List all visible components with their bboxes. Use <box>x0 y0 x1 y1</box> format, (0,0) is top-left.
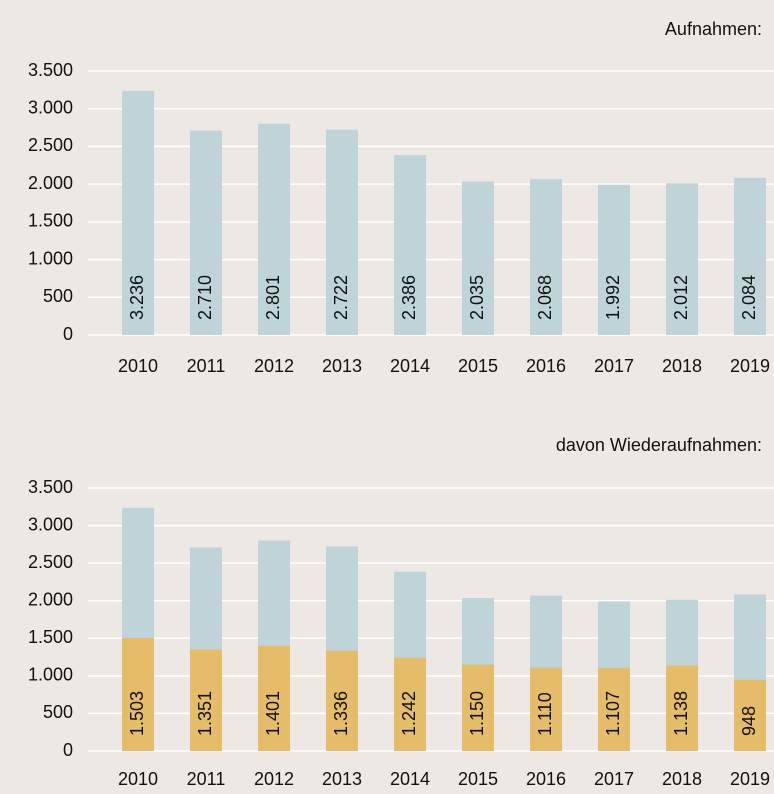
value-label: 2.801 <box>263 275 283 320</box>
bar <box>326 650 358 751</box>
value-label: 1.351 <box>195 691 215 736</box>
bar <box>122 638 154 751</box>
y-tick-label: 2.500 <box>28 552 73 572</box>
x-tick-label: 2011 <box>187 356 226 376</box>
bar <box>666 183 698 335</box>
value-label: 1.138 <box>671 691 691 736</box>
x-tick-label: 2016 <box>526 356 566 376</box>
value-label: 2.722 <box>331 275 351 320</box>
value-label: 2.035 <box>467 275 487 320</box>
y-tick-label: 0 <box>63 324 73 344</box>
bar <box>530 179 562 335</box>
x-tick-label: 2012 <box>254 356 294 376</box>
value-label: 1.503 <box>127 691 147 736</box>
y-tick-label: 2.500 <box>28 135 73 155</box>
bar <box>666 665 698 751</box>
x-tick-label: 2019 <box>730 356 770 376</box>
y-tick-label: 3.500 <box>28 60 73 80</box>
y-tick-label: 1.000 <box>28 248 73 268</box>
value-label: 3.236 <box>127 275 147 320</box>
x-tick-label: 2011 <box>187 769 226 789</box>
x-tick-label: 2018 <box>662 769 702 789</box>
y-tick-label: 2.000 <box>28 173 73 193</box>
value-label: 1.242 <box>399 691 419 736</box>
value-label: 2.386 <box>399 275 419 320</box>
value-label: 2.068 <box>535 275 555 320</box>
value-label: 1.107 <box>603 691 623 736</box>
bar <box>394 155 426 335</box>
bar <box>190 649 222 751</box>
x-tick-label: 2014 <box>390 769 430 789</box>
x-tick-label: 2017 <box>594 769 634 789</box>
y-tick-label: 2.000 <box>28 589 73 609</box>
bar <box>122 90 154 335</box>
x-tick-label: 2010 <box>118 769 158 789</box>
chart-title: Aufnahmen: <box>665 19 762 39</box>
x-tick-label: 2019 <box>730 769 770 789</box>
bar <box>530 667 562 751</box>
y-tick-label: 3.500 <box>28 477 73 497</box>
bar <box>394 657 426 751</box>
value-label: 2.710 <box>195 275 215 320</box>
x-tick-label: 2013 <box>322 356 362 376</box>
x-tick-label: 2014 <box>390 356 430 376</box>
value-label: 1.401 <box>263 691 283 736</box>
x-tick-label: 2013 <box>322 769 362 789</box>
bar <box>462 664 494 751</box>
value-label: 2.012 <box>671 275 691 320</box>
x-tick-label: 2012 <box>254 769 294 789</box>
x-tick-label: 2015 <box>458 769 498 789</box>
bar <box>258 123 290 335</box>
y-tick-label: 1.500 <box>28 211 73 231</box>
value-label: 1.150 <box>467 691 487 736</box>
bar <box>190 130 222 335</box>
value-label: 1.110 <box>535 692 555 736</box>
bar <box>326 129 358 335</box>
value-label: 2.084 <box>739 275 759 320</box>
x-tick-label: 2016 <box>526 769 566 789</box>
bar <box>734 679 766 751</box>
bar <box>462 181 494 335</box>
bar <box>598 667 630 751</box>
value-label: 948 <box>739 706 759 736</box>
y-tick-label: 3.000 <box>28 97 73 117</box>
bar <box>734 177 766 335</box>
bar <box>258 645 290 751</box>
value-label: 1.992 <box>603 275 623 320</box>
value-label: 1.336 <box>331 691 351 736</box>
y-tick-label: 1.000 <box>28 665 73 685</box>
x-tick-label: 2018 <box>662 356 702 376</box>
x-tick-label: 2010 <box>118 356 158 376</box>
y-tick-label: 1.500 <box>28 627 73 647</box>
chart-title: davon Wiederaufnahmen: <box>556 435 762 455</box>
bar <box>598 184 630 335</box>
x-tick-label: 2017 <box>594 356 634 376</box>
y-tick-label: 3.000 <box>28 514 73 534</box>
y-tick-label: 0 <box>63 740 73 760</box>
x-tick-label: 2015 <box>458 356 498 376</box>
y-tick-label: 500 <box>43 286 73 306</box>
y-tick-label: 500 <box>43 702 73 722</box>
